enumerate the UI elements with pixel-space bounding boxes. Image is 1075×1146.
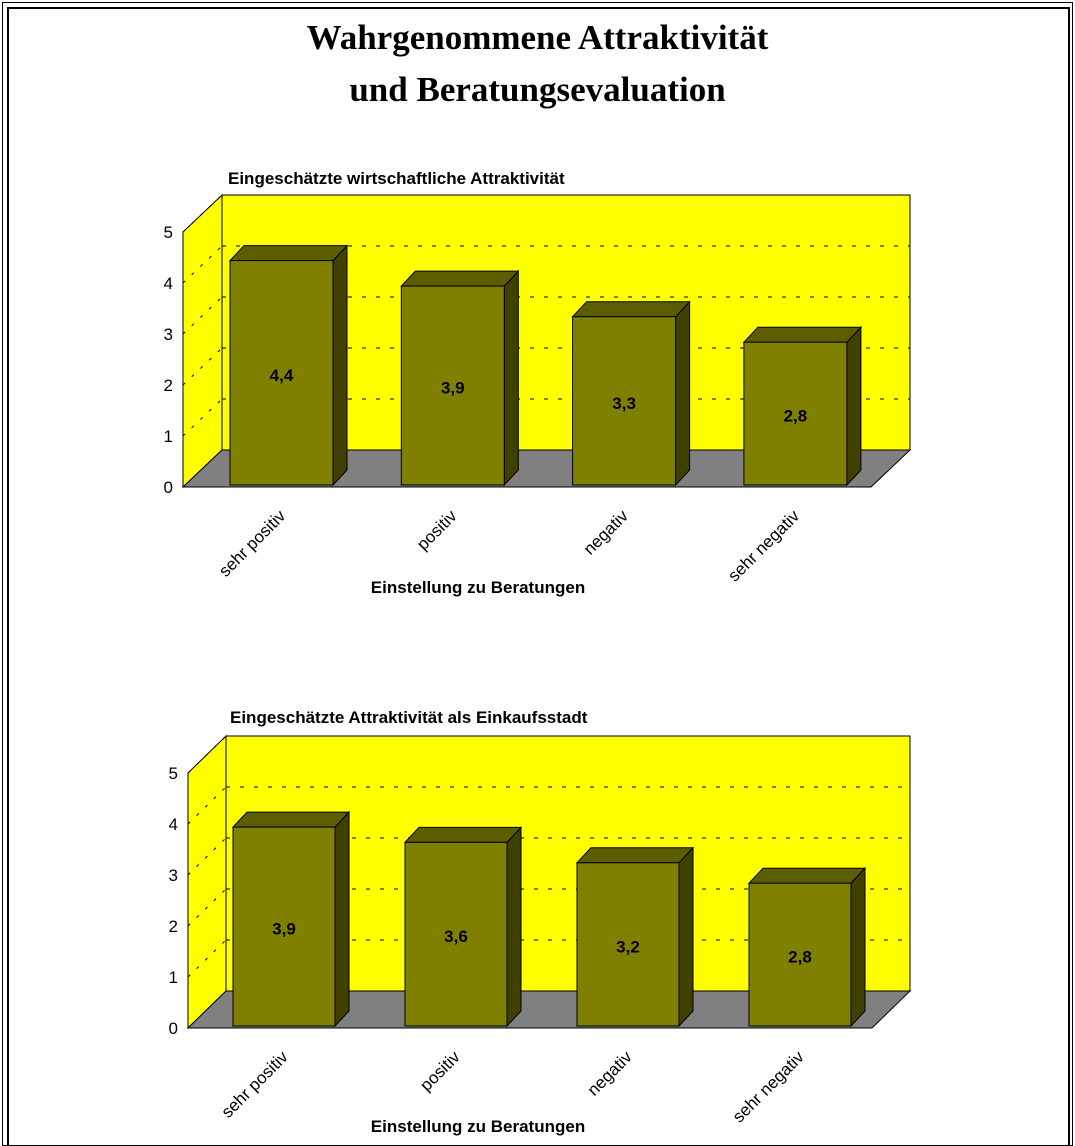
- y-tick-label: 1: [164, 427, 173, 446]
- bar: [748, 882, 852, 1027]
- gridline-side: [182, 194, 223, 233]
- bar: [400, 285, 505, 486]
- bar-top: [742, 326, 863, 343]
- chart-floor: [186, 990, 912, 1029]
- gridline-side: [187, 888, 227, 927]
- y-tick-label: 5: [164, 223, 173, 242]
- bar-value-label: 2,8: [788, 948, 812, 967]
- bar-top: [575, 847, 695, 864]
- bar-side: [850, 866, 866, 1028]
- bar: [232, 826, 336, 1027]
- x-category-label: negativ: [580, 506, 633, 559]
- x-category-label: sehr positiv: [218, 1047, 293, 1122]
- gridline-side: [182, 245, 223, 284]
- bar-side: [846, 325, 862, 487]
- gridline-side: [182, 398, 223, 437]
- page-title-line-2: und Beratungsevaluation: [349, 70, 726, 109]
- bar: [572, 316, 677, 486]
- y-tick-label: 1: [169, 968, 178, 987]
- bar-value-label: 4,4: [270, 366, 294, 385]
- x-category-label: sehr negativ: [724, 506, 803, 585]
- x-category-label: negativ: [584, 1047, 637, 1100]
- chart-side-wall: [187, 734, 227, 1030]
- y-tick-label: 3: [169, 866, 178, 885]
- bar-value-label: 3,9: [441, 379, 465, 398]
- gridline-side: [187, 837, 227, 876]
- bar-top: [403, 826, 523, 843]
- y-tick-label: 4: [164, 274, 173, 293]
- y-tick-label: 0: [164, 478, 173, 497]
- x-category-label: positiv: [416, 1047, 464, 1095]
- bar-side: [506, 826, 522, 1028]
- y-tick-label: 0: [169, 1019, 178, 1038]
- bar-top: [231, 811, 351, 828]
- bar-value-label: 3,2: [616, 937, 640, 956]
- bar-side: [678, 846, 694, 1028]
- bar-value-label: 2,8: [784, 407, 808, 426]
- chart-shopping-attractiveness: Eingeschätzte Attraktivität als Einkaufs…: [169, 708, 912, 1136]
- chart-side-wall: [182, 193, 223, 489]
- bar-value-label: 3,9: [272, 920, 296, 939]
- gridline-side: [182, 347, 223, 386]
- bar-side: [675, 300, 691, 487]
- bar-value-label: 3,6: [444, 927, 468, 946]
- bar: [404, 841, 508, 1027]
- bar-side: [334, 810, 350, 1028]
- chart-title: Eingeschätzte Attraktivität als Einkaufs…: [230, 708, 588, 727]
- page-frame-inner: [7, 7, 1070, 1146]
- chart-economic-attractiveness: Eingeschätzte wirtschaftliche Attraktivi…: [164, 169, 912, 597]
- bar-top: [228, 245, 349, 262]
- bar: [743, 341, 848, 486]
- bar-top: [571, 301, 691, 318]
- bar-value-label: 3,3: [612, 394, 636, 413]
- x-axis-label: Einstellung zu Beratungen: [371, 1117, 585, 1136]
- page-title-line-1: Wahrgenommene Attraktivität: [306, 18, 769, 57]
- chart-floor: [181, 449, 912, 488]
- y-tick-label: 2: [169, 917, 178, 936]
- x-category-label: sehr negativ: [729, 1047, 808, 1126]
- bar-top: [747, 867, 867, 884]
- y-tick-label: 2: [164, 376, 173, 395]
- y-tick-label: 4: [169, 815, 178, 834]
- bar-side: [332, 244, 348, 487]
- x-category-label: positiv: [413, 506, 461, 554]
- bar: [576, 862, 680, 1027]
- bar-top: [400, 270, 520, 287]
- gridline-side: [187, 939, 227, 978]
- gridline-side: [182, 296, 223, 335]
- y-tick-label: 3: [164, 325, 173, 344]
- y-tick-label: 5: [169, 764, 178, 783]
- chart-title: Eingeschätzte wirtschaftliche Attraktivi…: [228, 169, 565, 188]
- x-axis-label: Einstellung zu Beratungen: [371, 578, 585, 597]
- x-category-label: sehr positiv: [215, 506, 290, 581]
- bar-side: [503, 269, 519, 487]
- gridline-side: [187, 786, 227, 825]
- bar: [229, 260, 334, 486]
- gridline-side: [187, 735, 227, 774]
